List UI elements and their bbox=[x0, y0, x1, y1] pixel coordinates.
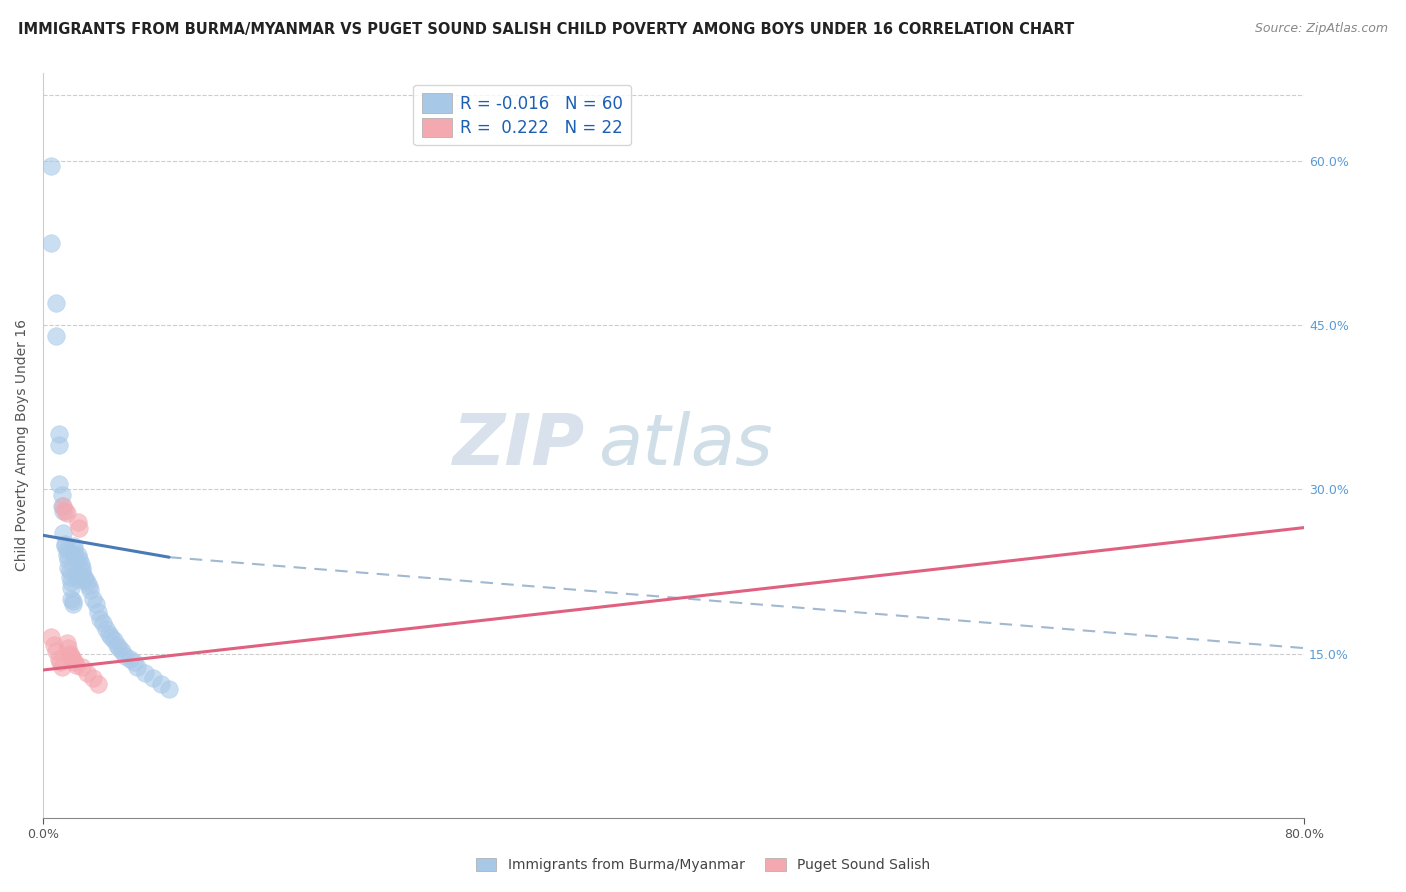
Point bbox=[60, 575, 83, 590]
Point bbox=[44, 329, 66, 343]
Point bbox=[49, 656, 72, 670]
Point bbox=[53, 539, 76, 553]
Point bbox=[65, 567, 87, 582]
Point bbox=[67, 520, 90, 534]
Point bbox=[44, 296, 66, 310]
Point bbox=[52, 504, 75, 518]
Point bbox=[127, 659, 149, 673]
Point bbox=[59, 647, 82, 661]
Point bbox=[76, 666, 98, 681]
Legend: Immigrants from Burma/Myanmar, Puget Sound Salish: Immigrants from Burma/Myanmar, Puget Sou… bbox=[470, 853, 936, 878]
Point bbox=[48, 476, 70, 491]
Point bbox=[72, 561, 94, 575]
Legend: R = -0.016   N = 60, R =  0.222   N = 22: R = -0.016 N = 60, R = 0.222 N = 22 bbox=[413, 85, 631, 145]
Point bbox=[118, 652, 141, 666]
Point bbox=[98, 627, 121, 641]
Point bbox=[48, 427, 70, 442]
Point bbox=[39, 235, 62, 250]
Text: ZIP: ZIP bbox=[453, 411, 585, 480]
Point bbox=[63, 548, 86, 562]
Point bbox=[63, 542, 86, 557]
Point bbox=[44, 644, 66, 658]
Point bbox=[52, 499, 75, 513]
Point bbox=[87, 605, 110, 619]
Point bbox=[69, 557, 91, 571]
Point bbox=[39, 159, 62, 173]
Point bbox=[65, 552, 87, 566]
Point bbox=[42, 638, 65, 652]
Point bbox=[72, 659, 94, 673]
Point bbox=[62, 597, 84, 611]
Point bbox=[150, 677, 173, 691]
Point bbox=[52, 526, 75, 541]
Point bbox=[76, 575, 98, 590]
Point bbox=[103, 633, 125, 648]
Point bbox=[60, 648, 83, 663]
Point bbox=[39, 630, 62, 644]
Point bbox=[77, 579, 100, 593]
Point bbox=[65, 657, 87, 672]
Point bbox=[87, 677, 110, 691]
Point bbox=[48, 652, 70, 666]
Point bbox=[94, 623, 117, 637]
Point bbox=[55, 635, 77, 649]
Point bbox=[55, 542, 77, 557]
Y-axis label: Child Poverty Among Boys Under 16: Child Poverty Among Boys Under 16 bbox=[15, 319, 30, 572]
Text: Source: ZipAtlas.com: Source: ZipAtlas.com bbox=[1254, 22, 1388, 36]
Point bbox=[124, 656, 146, 670]
Point bbox=[82, 671, 104, 685]
Point bbox=[62, 594, 84, 608]
Point bbox=[66, 572, 89, 586]
Point bbox=[63, 656, 86, 670]
Point bbox=[62, 652, 84, 666]
Point bbox=[89, 611, 111, 625]
Point bbox=[63, 539, 86, 553]
Point bbox=[114, 648, 136, 663]
Point bbox=[66, 548, 89, 562]
Point bbox=[86, 597, 108, 611]
Text: IMMIGRANTS FROM BURMA/MYANMAR VS PUGET SOUND SALISH CHILD POVERTY AMONG BOYS UND: IMMIGRANTS FROM BURMA/MYANMAR VS PUGET S… bbox=[18, 22, 1074, 37]
Point bbox=[66, 515, 89, 529]
Point bbox=[51, 499, 73, 513]
Point bbox=[53, 537, 76, 551]
Point bbox=[75, 572, 97, 586]
Point bbox=[134, 666, 156, 681]
Point bbox=[60, 581, 83, 595]
Point bbox=[55, 548, 77, 562]
Point bbox=[56, 553, 79, 567]
Point bbox=[111, 644, 134, 658]
Point bbox=[48, 438, 70, 452]
Point bbox=[56, 641, 79, 656]
Point bbox=[56, 561, 79, 575]
Point bbox=[72, 565, 94, 579]
Point bbox=[105, 638, 128, 652]
Point bbox=[100, 630, 122, 644]
Point bbox=[59, 565, 82, 579]
Point bbox=[67, 552, 90, 566]
Point bbox=[142, 671, 165, 685]
Point bbox=[60, 591, 83, 606]
Point bbox=[157, 681, 180, 696]
Point bbox=[59, 570, 82, 584]
Point bbox=[51, 659, 73, 673]
Point bbox=[82, 591, 104, 606]
Point bbox=[107, 641, 129, 656]
Point bbox=[51, 488, 73, 502]
Point bbox=[55, 507, 77, 521]
Point bbox=[53, 504, 76, 518]
Text: atlas: atlas bbox=[598, 411, 772, 480]
Point bbox=[79, 582, 101, 597]
Point bbox=[91, 615, 114, 630]
Point bbox=[73, 570, 96, 584]
